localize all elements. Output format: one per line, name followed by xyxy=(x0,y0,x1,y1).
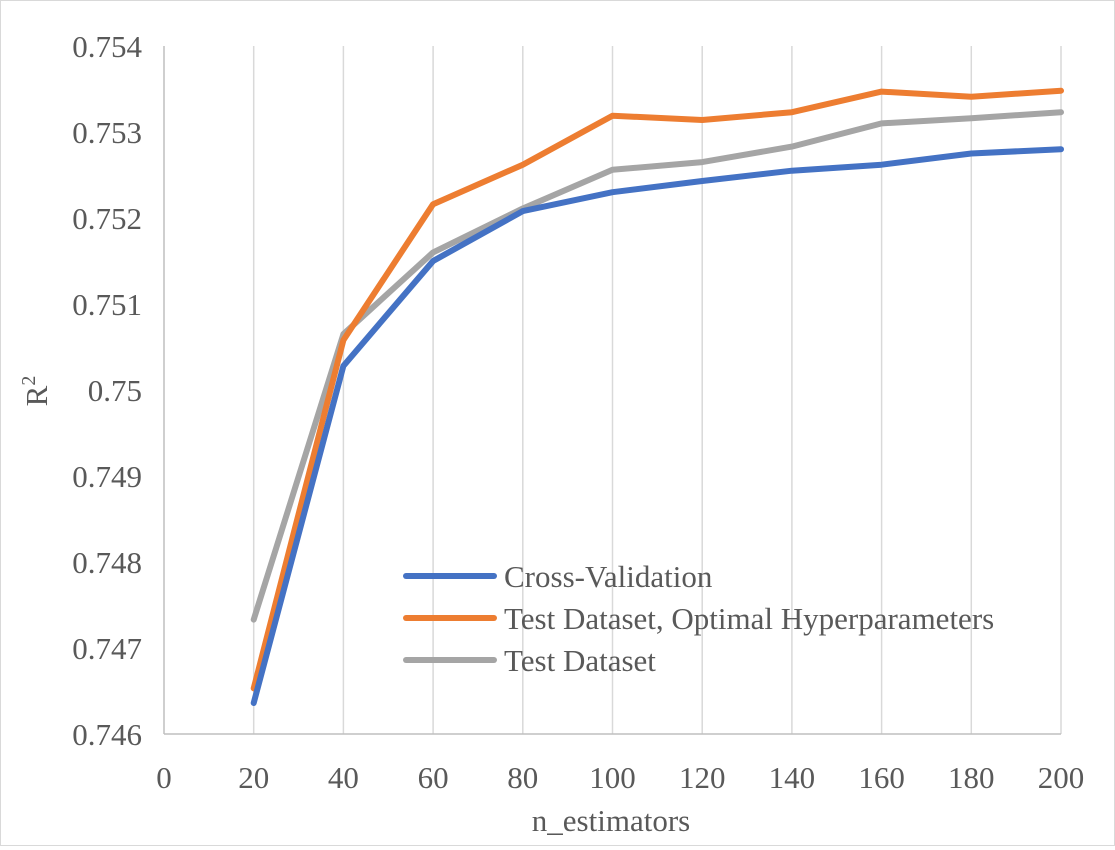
y-tick-label: 0.751 xyxy=(72,287,142,322)
x-tick-label: 60 xyxy=(418,760,449,795)
x-tick-label: 160 xyxy=(858,760,905,795)
y-tick-label: 0.749 xyxy=(72,459,142,494)
legend: Cross-Validation Test Dataset, Optimal Hy… xyxy=(403,559,994,678)
x-tick-label: 120 xyxy=(679,760,726,795)
x-tick-label: 20 xyxy=(238,760,269,795)
x-tick-label: 40 xyxy=(328,760,359,795)
x-tick-label: 100 xyxy=(589,760,636,795)
y-axis-title: R2 xyxy=(18,376,54,407)
x-axis-title: n_estimators xyxy=(532,803,690,838)
y-tick-label: 0.747 xyxy=(72,631,142,666)
legend-label: Test Dataset xyxy=(504,643,656,678)
x-tick-label: 180 xyxy=(948,760,995,795)
series-line-cross-validation xyxy=(250,146,1064,706)
y-tick-label: 0.754 xyxy=(72,29,142,64)
x-tick-label: 140 xyxy=(769,760,816,795)
y-tick-label: 0.746 xyxy=(72,717,142,752)
y-tick-label: 0.75 xyxy=(88,373,142,408)
y-tick-label: 0.748 xyxy=(72,545,142,580)
legend-label: Test Dataset, Optimal Hyperparameters xyxy=(504,601,994,636)
y-tick-label: 0.752 xyxy=(72,201,142,236)
x-tick-label: 80 xyxy=(507,760,538,795)
x-tick-label: 0 xyxy=(156,760,172,795)
legend-label: Cross-Validation xyxy=(504,559,713,594)
y-axis-title-superscript: 2 xyxy=(18,376,40,386)
series-lines xyxy=(250,87,1064,706)
series-line-test-dataset-optimal-hyperparameters xyxy=(250,87,1064,692)
series-line-test-dataset xyxy=(250,109,1064,623)
axes: 0 20 40 60 80 100 120 140 160 180 200 0.746 0.747 0.7… xyxy=(72,29,1084,795)
y-axis-title-main: R xyxy=(19,385,54,406)
x-tick-label: 200 xyxy=(1038,760,1085,795)
y-tick-label: 0.753 xyxy=(72,115,142,150)
